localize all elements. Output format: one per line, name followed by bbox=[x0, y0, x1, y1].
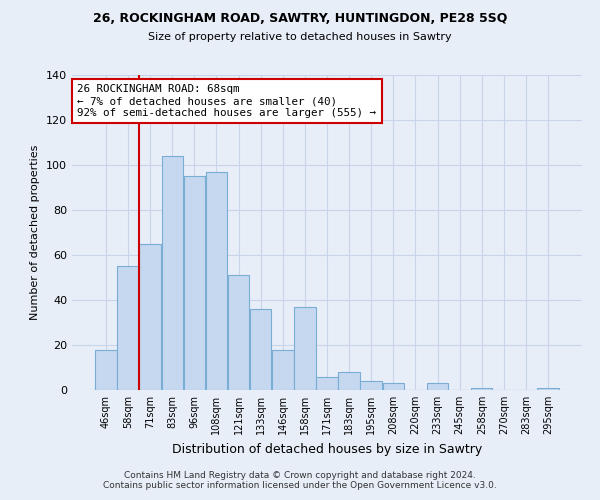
Bar bbox=[206, 172, 227, 390]
Text: 26 ROCKINGHAM ROAD: 68sqm
← 7% of detached houses are smaller (40)
92% of semi-d: 26 ROCKINGHAM ROAD: 68sqm ← 7% of detach… bbox=[77, 84, 376, 117]
Bar bbox=[361, 381, 382, 390]
Y-axis label: Number of detached properties: Number of detached properties bbox=[31, 145, 40, 320]
Bar bbox=[316, 376, 338, 390]
Bar bbox=[338, 372, 360, 390]
Bar bbox=[250, 309, 271, 390]
Text: Contains HM Land Registry data © Crown copyright and database right 2024.
Contai: Contains HM Land Registry data © Crown c… bbox=[103, 470, 497, 490]
Bar bbox=[228, 275, 249, 390]
Bar bbox=[471, 388, 493, 390]
Bar bbox=[184, 176, 205, 390]
Bar bbox=[272, 350, 293, 390]
Bar bbox=[538, 388, 559, 390]
Bar bbox=[161, 156, 183, 390]
Text: Size of property relative to detached houses in Sawtry: Size of property relative to detached ho… bbox=[148, 32, 452, 42]
Bar bbox=[95, 350, 116, 390]
Bar bbox=[117, 266, 139, 390]
Bar bbox=[139, 244, 161, 390]
Bar bbox=[383, 383, 404, 390]
Bar bbox=[427, 383, 448, 390]
Bar bbox=[294, 306, 316, 390]
Text: 26, ROCKINGHAM ROAD, SAWTRY, HUNTINGDON, PE28 5SQ: 26, ROCKINGHAM ROAD, SAWTRY, HUNTINGDON,… bbox=[93, 12, 507, 26]
X-axis label: Distribution of detached houses by size in Sawtry: Distribution of detached houses by size … bbox=[172, 442, 482, 456]
